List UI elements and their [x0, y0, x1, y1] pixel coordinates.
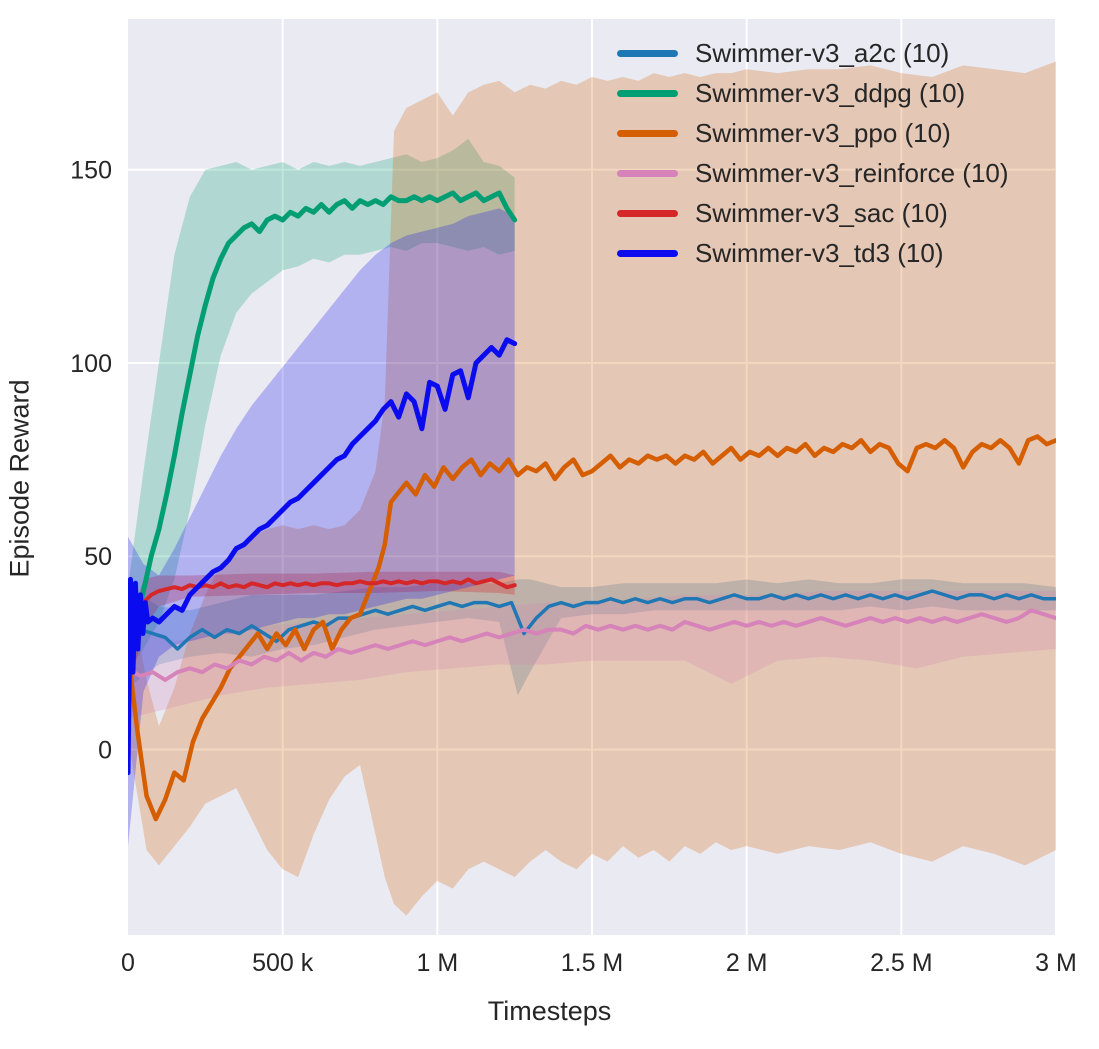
legend-label-td3: Swimmer-v3_td3 (10)	[695, 237, 944, 268]
legend-item-ddpg: Swimmer-v3_ddpg (10)	[617, 73, 1009, 113]
line-ppo	[128, 434, 1056, 822]
legend-swatch-td3	[617, 249, 678, 257]
line-reinforce	[128, 608, 1056, 682]
line-a2c	[128, 589, 1056, 651]
y-tick-label: 50	[84, 543, 112, 571]
line-td3	[128, 337, 518, 776]
band-ppo	[128, 61, 1056, 916]
x-tick-label: 2.5 M	[870, 949, 933, 977]
x-tick-label: 500 k	[252, 949, 314, 977]
band-td3	[128, 208, 515, 847]
x-tick-label: 2 M	[726, 949, 768, 977]
legend-item-ppo: Swimmer-v3_ppo (10)	[617, 113, 1009, 153]
band-ddpg	[128, 138, 515, 673]
y-tick-label: 150	[70, 157, 112, 185]
legend-item-td3: Swimmer-v3_td3 (10)	[617, 233, 1009, 273]
line-sac	[128, 577, 517, 659]
legend-label-ddpg: Swimmer-v3_ddpg (10)	[695, 77, 966, 108]
legend-swatch-ppo	[617, 129, 678, 137]
legend-label-ppo: Swimmer-v3_ppo (10)	[695, 117, 951, 148]
x-tick-label: 1.5 M	[561, 949, 624, 977]
y-axis-label: Episode Reward	[4, 379, 35, 578]
y-tick-label: 100	[70, 350, 112, 378]
legend-swatch-reinforce	[617, 169, 678, 177]
legend-label-a2c: Swimmer-v3_a2c (10)	[695, 37, 950, 68]
legend-swatch-a2c	[617, 49, 678, 57]
legend-item-a2c: Swimmer-v3_a2c (10)	[617, 33, 1009, 73]
x-axis-label: Timesteps	[487, 996, 612, 1026]
legend-swatch-ddpg	[617, 89, 678, 97]
line-ddpg	[128, 190, 518, 640]
band-reinforce	[128, 591, 1056, 719]
x-tick-label: 0	[121, 949, 135, 977]
legend-label-reinforce: Swimmer-v3_reinforce (10)	[695, 157, 1009, 188]
x-tick-label: 3 M	[1035, 949, 1077, 977]
x-tick-label: 1 M	[416, 949, 458, 977]
legend-label-sac: Swimmer-v3_sac (10)	[695, 197, 948, 228]
legend-item-sac: Swimmer-v3_sac (10)	[617, 193, 1009, 233]
legend-swatch-sac	[617, 209, 678, 217]
y-tick-label: 0	[98, 736, 112, 764]
legend: Swimmer-v3_a2c (10) Swimmer-v3_ddpg (10) S…	[617, 33, 1009, 273]
legend-item-reinforce: Swimmer-v3_reinforce (10)	[617, 153, 1009, 193]
